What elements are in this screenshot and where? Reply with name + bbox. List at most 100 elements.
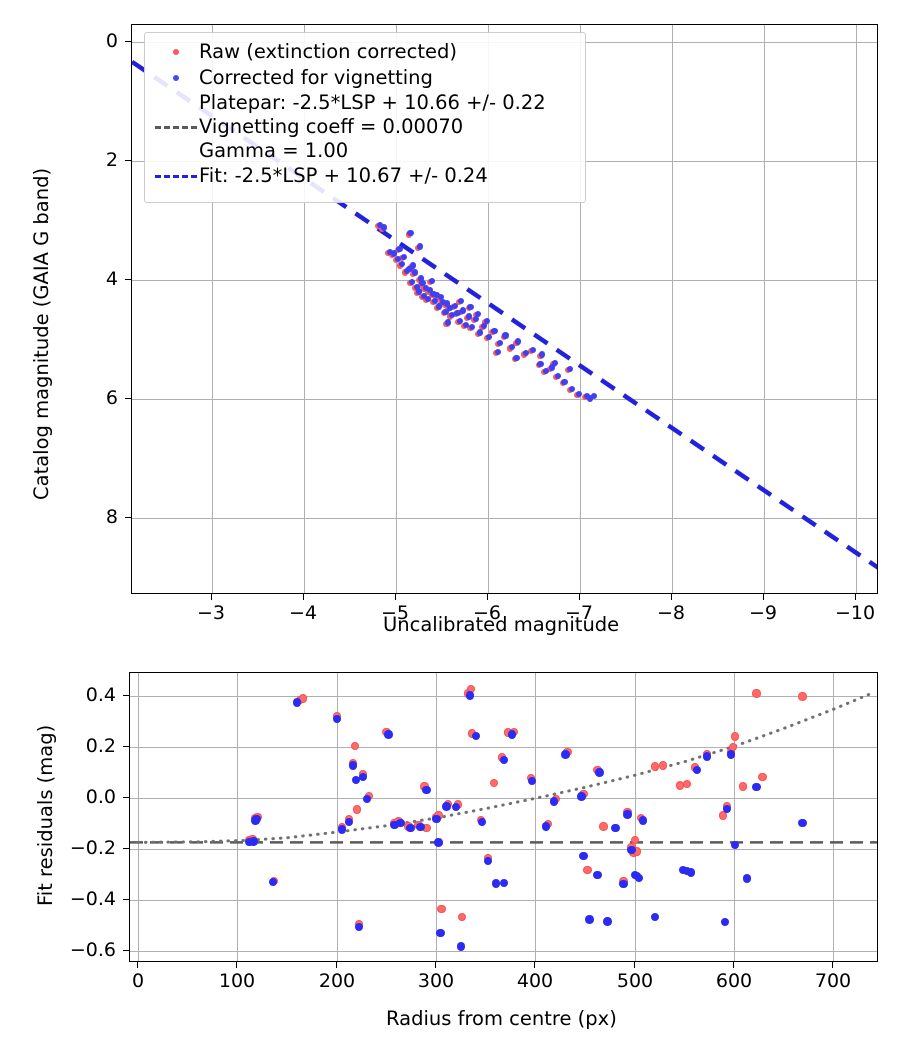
data-point-raw xyxy=(637,813,646,823)
data-point-corrected xyxy=(522,350,529,357)
res-xtick-label-300: 300 xyxy=(417,970,455,992)
res-xtick-mark-200 xyxy=(336,962,338,968)
data-point-raw xyxy=(430,299,437,306)
bottom-layer-lines xyxy=(130,690,877,844)
data-point-raw xyxy=(474,330,481,337)
data-point-corrected xyxy=(412,269,419,276)
data-point-corrected xyxy=(421,292,428,299)
ytick-label-2: 2 xyxy=(105,149,118,171)
data-point-corrected xyxy=(462,321,469,328)
data-point-raw xyxy=(354,920,363,929)
data-point-raw xyxy=(472,312,480,319)
data-point-raw xyxy=(566,387,574,394)
data-point-corrected xyxy=(483,856,493,866)
data-point-raw xyxy=(511,356,518,363)
data-point-corrected xyxy=(422,785,431,794)
data-point-corrected xyxy=(442,802,451,811)
ytick-mark-8 xyxy=(125,517,131,519)
data-point-corrected xyxy=(720,917,729,927)
data-point-raw xyxy=(419,293,426,301)
data-point-corrected xyxy=(451,302,458,309)
data-point-corrected xyxy=(499,756,509,765)
res-xtick-mark-700 xyxy=(832,962,834,968)
data-point-corrected xyxy=(496,339,504,346)
data-point-corrected xyxy=(577,792,586,801)
res-xtick-mark-0 xyxy=(137,962,139,968)
data-point-raw xyxy=(559,379,566,387)
data-point-corrected xyxy=(686,868,696,877)
data-point-corrected xyxy=(447,305,454,312)
xtick-label-m10: −10 xyxy=(834,602,876,624)
res-xtick-label-500: 500 xyxy=(616,970,654,992)
data-point-raw xyxy=(414,820,423,830)
data-point-raw xyxy=(507,345,514,352)
data-point-corrected xyxy=(432,297,439,305)
data-point-raw xyxy=(352,805,361,814)
data-point-raw xyxy=(422,824,431,833)
legend-entry-platepar: Platepar: -2.5*LSP + 10.66 +/- 0.22 Vign… xyxy=(153,91,575,163)
data-point-raw xyxy=(410,270,417,277)
data-point-raw xyxy=(520,351,528,358)
data-point-corrected xyxy=(399,261,406,268)
res-xtick-label-700: 700 xyxy=(814,970,852,992)
data-point-corrected xyxy=(495,349,502,356)
res-xtick-label-100: 100 xyxy=(218,970,256,992)
data-point-raw xyxy=(458,308,465,315)
data-point-corrected xyxy=(448,312,456,319)
data-point-raw xyxy=(417,281,424,288)
data-point-raw xyxy=(682,779,692,789)
data-point-raw xyxy=(424,288,432,295)
data-point-raw xyxy=(397,262,404,269)
data-point-corrected xyxy=(566,365,574,372)
data-point-raw xyxy=(245,835,254,844)
res-xtick-mark-500 xyxy=(634,962,636,968)
gridline-x-m8 xyxy=(672,25,673,593)
data-point-corrected xyxy=(474,311,481,318)
data-point-raw xyxy=(455,318,462,325)
data-point-raw xyxy=(401,269,409,276)
data-point-corrected xyxy=(639,816,648,825)
data-point-raw xyxy=(382,727,391,737)
data-point-corrected xyxy=(537,360,544,368)
data-point-corrected xyxy=(423,284,430,292)
data-point-corrected xyxy=(539,351,546,358)
data-point-raw xyxy=(458,912,467,921)
data-point-raw xyxy=(413,289,421,296)
data-point-raw xyxy=(623,807,632,817)
data-point-corrected xyxy=(424,295,432,302)
data-point-corrected xyxy=(390,820,399,830)
data-point-corrected xyxy=(434,292,441,299)
ytick-mark-2 xyxy=(125,160,131,162)
res-ytick-label-m0p4: −0.4 xyxy=(69,888,116,910)
data-point-raw xyxy=(463,314,470,321)
xtick-mark-m4 xyxy=(303,594,305,600)
data-point-raw xyxy=(454,800,463,809)
xtick-label-m3: −3 xyxy=(196,602,225,624)
data-point-corrected xyxy=(396,818,405,828)
data-point-corrected xyxy=(426,287,433,294)
data-point-raw xyxy=(440,309,447,317)
data-point-corrected xyxy=(491,327,498,334)
xtick-label-m9: −9 xyxy=(748,602,777,624)
data-point-corrected xyxy=(585,915,594,924)
data-point-raw xyxy=(443,320,450,327)
res-ytick-mark-m0p6 xyxy=(123,950,129,952)
data-point-corrected xyxy=(458,297,465,305)
data-point-corrected xyxy=(358,772,367,782)
data-point-corrected xyxy=(552,359,559,366)
gridline-r-700 xyxy=(833,673,834,961)
vignetting-curve xyxy=(136,690,876,844)
data-point-corrected xyxy=(477,817,487,827)
data-point-corrected xyxy=(513,354,520,362)
top-panel-y-axis-title: Catalog magnitude (GAIA G band) xyxy=(30,167,53,500)
data-point-corrected xyxy=(541,822,550,831)
legend-label-corrected: Corrected for vignetting xyxy=(199,66,433,89)
data-point-corrected xyxy=(445,319,452,326)
data-point-corrected xyxy=(702,752,712,761)
data-point-corrected xyxy=(452,802,461,812)
data-point-corrected xyxy=(400,254,408,261)
data-point-raw xyxy=(467,729,477,738)
data-point-corrected xyxy=(337,825,347,834)
data-point-raw xyxy=(251,813,260,823)
data-point-raw xyxy=(528,347,535,355)
